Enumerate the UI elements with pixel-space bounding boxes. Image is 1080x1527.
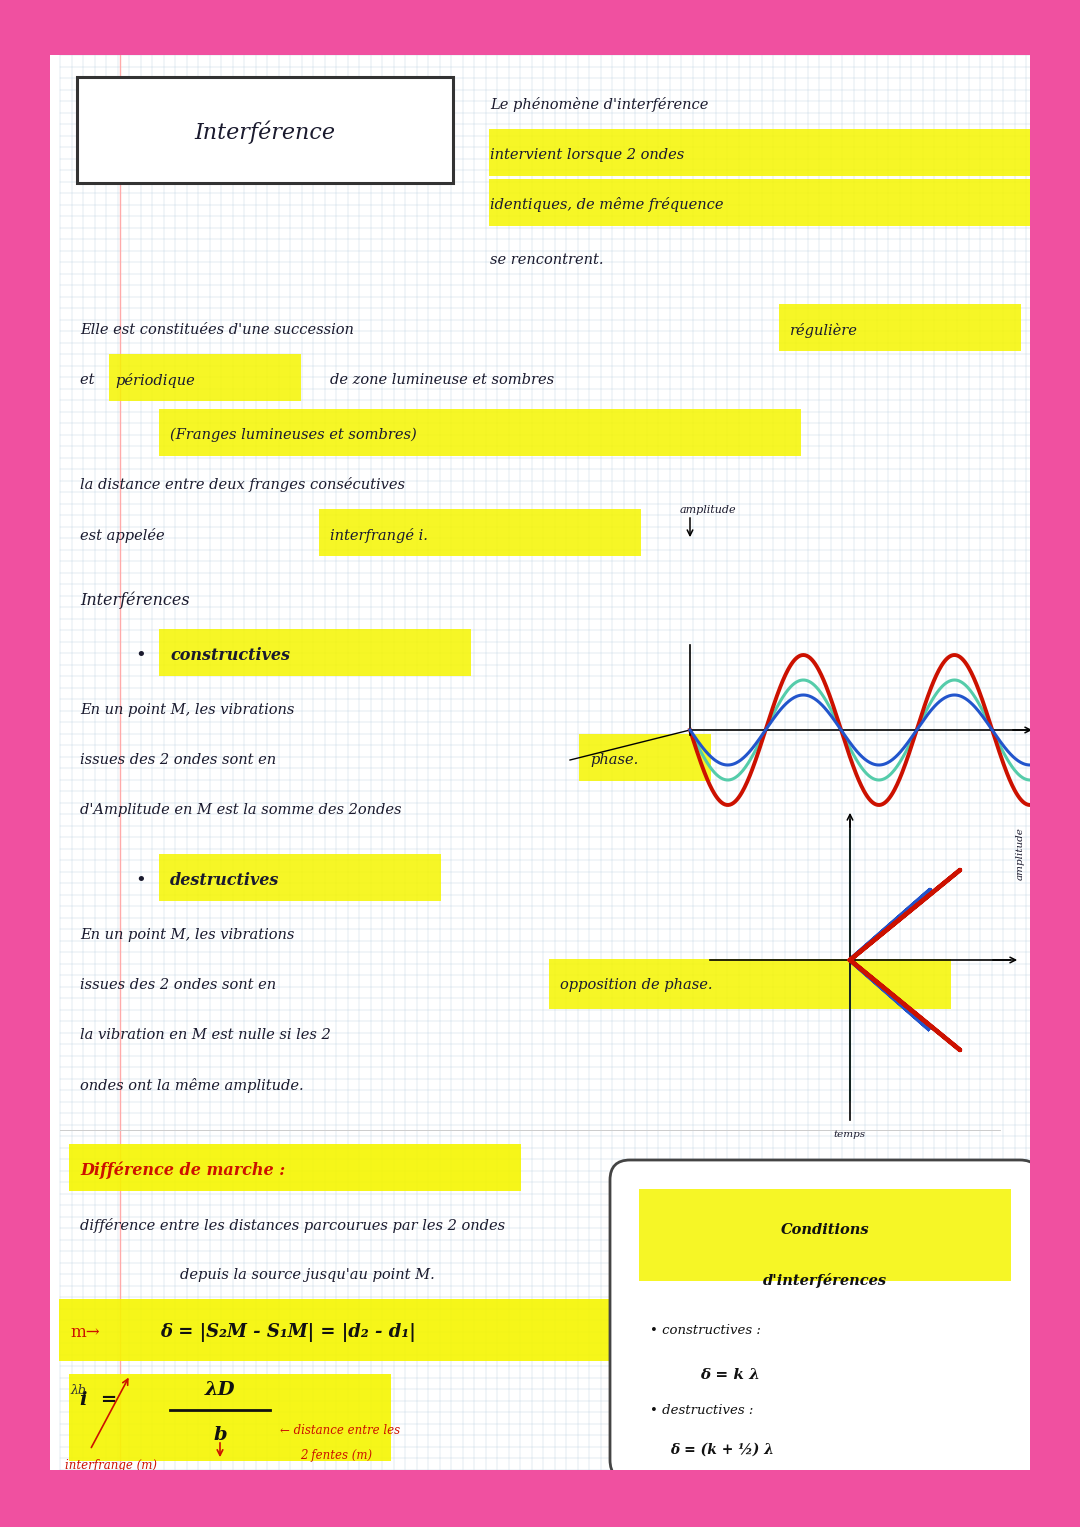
FancyBboxPatch shape (489, 179, 1031, 226)
Text: amplitude: amplitude (680, 505, 737, 515)
Text: •: • (135, 646, 146, 664)
FancyBboxPatch shape (69, 1374, 391, 1461)
Text: •: • (135, 870, 146, 889)
Text: la vibration en M est nulle si les 2: la vibration en M est nulle si les 2 (80, 1028, 330, 1041)
Text: (Franges lumineuses et sombres): (Franges lumineuses et sombres) (170, 428, 417, 443)
FancyBboxPatch shape (1030, 0, 1080, 1527)
FancyBboxPatch shape (579, 734, 711, 780)
FancyBboxPatch shape (639, 1190, 1011, 1281)
FancyBboxPatch shape (0, 1471, 1080, 1527)
Text: de zone lumineuse et sombres: de zone lumineuse et sombres (330, 373, 554, 386)
Text: et: et (80, 373, 99, 386)
Text: différence entre les distances parcourues par les 2 ondes: différence entre les distances parcourue… (80, 1217, 505, 1232)
Text: Différence de marche :: Différence de marche : (80, 1161, 285, 1179)
Text: amplitude: amplitude (1015, 828, 1025, 880)
Text: δ = (k + ½) λ: δ = (k + ½) λ (670, 1443, 774, 1457)
Text: interfrangé i.: interfrangé i. (330, 527, 428, 542)
Text: En un point M, les vibrations: En un point M, les vibrations (80, 928, 295, 942)
FancyBboxPatch shape (50, 55, 1030, 1471)
Text: b: b (213, 1426, 227, 1445)
FancyBboxPatch shape (109, 354, 301, 402)
FancyBboxPatch shape (77, 76, 453, 183)
Text: 2 fentes (m): 2 fentes (m) (300, 1449, 373, 1461)
Text: depuis la source jusqu'au point M.: depuis la source jusqu'au point M. (180, 1267, 435, 1283)
Text: λD: λD (205, 1380, 235, 1399)
Text: Elle est constituées d'une succession: Elle est constituées d'une succession (80, 324, 354, 337)
Text: t: t (1040, 724, 1044, 736)
Text: temps: temps (834, 1130, 866, 1139)
FancyBboxPatch shape (159, 854, 441, 901)
Text: d'Amplitude en M est la somme des 2ondes: d'Amplitude en M est la somme des 2ondes (80, 803, 402, 817)
Text: δ = k λ: δ = k λ (700, 1368, 760, 1382)
Text: constructives: constructives (170, 646, 291, 664)
Text: Interférences: Interférences (80, 591, 190, 609)
FancyBboxPatch shape (319, 508, 642, 556)
Text: Le phénomène d'interférence: Le phénomène d'interférence (490, 98, 708, 113)
Text: la distance entre deux franges consécutives: la distance entre deux franges consécuti… (80, 478, 405, 493)
Text: Interférence: Interférence (194, 121, 336, 144)
Text: est appelée: est appelée (80, 527, 164, 542)
Text: périodique: périodique (114, 373, 194, 388)
Text: phase.: phase. (590, 753, 638, 767)
Text: • constructives :: • constructives : (650, 1324, 761, 1336)
FancyBboxPatch shape (549, 959, 951, 1009)
Text: interfrange (m): interfrange (m) (65, 1458, 157, 1472)
FancyBboxPatch shape (0, 0, 1080, 55)
Text: i  =: i = (80, 1391, 118, 1409)
FancyBboxPatch shape (0, 0, 50, 1527)
Text: δ = |S₂M - S₁M| = |d₂ - d₁|: δ = |S₂M - S₁M| = |d₂ - d₁| (160, 1322, 416, 1342)
FancyBboxPatch shape (610, 1161, 1040, 1480)
Text: En un point M, les vibrations: En un point M, les vibrations (80, 702, 295, 718)
Text: se rencontrent.: se rencontrent. (490, 253, 604, 267)
Text: destructives: destructives (170, 872, 280, 889)
Text: d'interférences: d'interférences (762, 1272, 887, 1287)
Text: issues des 2 ondes sont en: issues des 2 ondes sont en (80, 977, 276, 993)
FancyBboxPatch shape (159, 629, 471, 676)
Text: intervient lorsque 2 ondes: intervient lorsque 2 ondes (490, 148, 685, 162)
Text: ← distance entre les: ← distance entre les (280, 1423, 400, 1437)
Text: identiques, de même fréquence: identiques, de même fréquence (490, 197, 724, 212)
Text: opposition de phase.: opposition de phase. (561, 977, 713, 993)
Text: λb: λb (70, 1383, 86, 1397)
FancyBboxPatch shape (779, 304, 1021, 351)
Text: Conditions: Conditions (781, 1223, 869, 1237)
Text: régulière: régulière (789, 322, 858, 337)
Text: • destructives :: • destructives : (650, 1403, 754, 1417)
FancyBboxPatch shape (59, 1299, 661, 1361)
Text: issues des 2 ondes sont en: issues des 2 ondes sont en (80, 753, 276, 767)
FancyBboxPatch shape (489, 128, 1031, 176)
FancyBboxPatch shape (69, 1144, 521, 1191)
Text: m→: m→ (70, 1324, 99, 1341)
Text: ondes ont la même amplitude.: ondes ont la même amplitude. (80, 1078, 303, 1092)
FancyBboxPatch shape (159, 409, 801, 457)
